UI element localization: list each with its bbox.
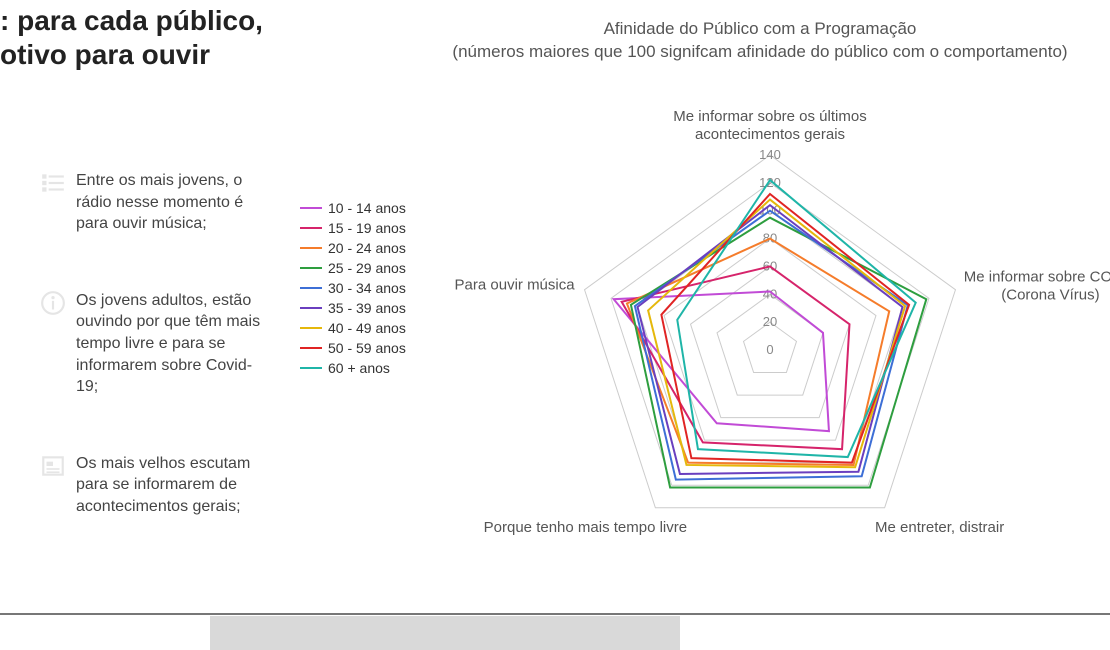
- legend-item: 25 - 29 anos: [300, 260, 406, 276]
- list-icon: [40, 170, 66, 196]
- ring-label: 20: [763, 314, 777, 329]
- legend-swatch: [300, 207, 322, 209]
- legend-swatch: [300, 267, 322, 269]
- ring-label: 0: [766, 342, 773, 357]
- info-icon: [40, 290, 66, 316]
- bullet-item: Entre os mais jovens, o rádio nesse mome…: [40, 170, 270, 235]
- legend-label: 30 - 34 anos: [328, 280, 406, 296]
- footer-divider: [0, 613, 1110, 615]
- legend-item: 30 - 34 anos: [300, 280, 406, 296]
- slide-title: : para cada público, otivo para ouvir: [0, 4, 263, 71]
- legend-label: 25 - 29 anos: [328, 260, 406, 276]
- legend-item: 10 - 14 anos: [300, 200, 406, 216]
- chart-legend: 10 - 14 anos 15 - 19 anos 20 - 24 anos 25 -…: [300, 200, 406, 380]
- ring-label: 140: [759, 147, 781, 162]
- axis-label: Me entreter, distrair: [875, 519, 1004, 536]
- radar-series: [627, 239, 889, 465]
- legend-label: 20 - 24 anos: [328, 240, 406, 256]
- legend-item: 15 - 19 anos: [300, 220, 406, 236]
- legend-swatch: [300, 347, 322, 349]
- chart-title-line1: Afinidade do Público com a Programação: [604, 19, 917, 38]
- bullet-item: Os mais velhos escutam para se informare…: [40, 453, 270, 518]
- bullet-text: Entre os mais jovens, o rádio nesse mome…: [76, 170, 270, 235]
- legend-item: 20 - 24 anos: [300, 240, 406, 256]
- ring-label: 40: [763, 286, 777, 301]
- title-line2: otivo para ouvir: [0, 39, 210, 70]
- legend-item: 35 - 39 anos: [300, 300, 406, 316]
- bullet-item: Os jovens adultos, estão ouvindo por que…: [40, 290, 270, 398]
- legend-label: 15 - 19 anos: [328, 220, 406, 236]
- bullet-text: Os mais velhos escutam para se informare…: [76, 453, 270, 518]
- legend-swatch: [300, 307, 322, 309]
- legend-swatch: [300, 327, 322, 329]
- legend-label: 10 - 14 anos: [328, 200, 406, 216]
- bullet-list: Entre os mais jovens, o rádio nesse mome…: [40, 170, 270, 573]
- legend-swatch: [300, 367, 322, 369]
- radar-chart: 020406080100120140Me informar sobre os ú…: [460, 90, 1090, 610]
- legend-item: 40 - 49 anos: [300, 320, 406, 336]
- footer-block: [210, 616, 680, 650]
- news-icon: [40, 453, 66, 479]
- legend-label: 50 - 59 anos: [328, 340, 406, 356]
- chart-title: Afinidade do Público com a Programação (…: [430, 18, 1090, 64]
- legend-item: 50 - 59 anos: [300, 340, 406, 356]
- legend-swatch: [300, 227, 322, 229]
- legend-swatch: [300, 287, 322, 289]
- axis-label: Para ouvir música: [455, 277, 576, 294]
- chart-title-line2: (números maiores que 100 signifcam afini…: [452, 42, 1067, 61]
- axis-label: Me informar sobre COVID: [964, 269, 1110, 286]
- legend-item: 60 + anos: [300, 360, 406, 376]
- legend-label: 40 - 49 anos: [328, 320, 406, 336]
- slide: : para cada público, otivo para ouvir Af…: [0, 0, 1110, 650]
- title-line1: : para cada público,: [0, 5, 263, 36]
- axis-label: Me informar sobre os últimos: [673, 108, 866, 125]
- axis-label: (Corona Vírus): [1001, 287, 1099, 304]
- legend-label: 60 + anos: [328, 360, 390, 376]
- axis-label: acontecimentos gerais: [695, 126, 845, 143]
- bullet-text: Os jovens adultos, estão ouvindo por que…: [76, 290, 270, 398]
- legend-swatch: [300, 247, 322, 249]
- radar-series: [614, 292, 829, 432]
- axis-label: Porque tenho mais tempo livre: [484, 519, 687, 536]
- legend-label: 35 - 39 anos: [328, 300, 406, 316]
